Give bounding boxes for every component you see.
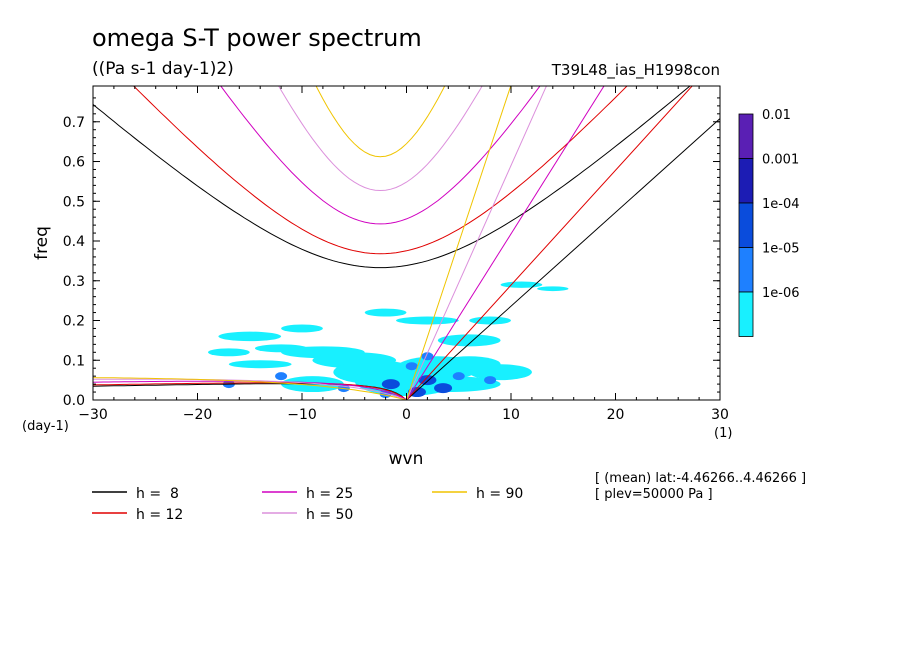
y-axis-label: freq xyxy=(32,226,52,260)
power-patch-low xyxy=(364,308,407,317)
y-tick-label: 0.6 xyxy=(63,155,85,171)
x-tick-label: 20 xyxy=(607,407,625,423)
power-patch-low xyxy=(228,360,292,369)
power-patch-low xyxy=(437,334,501,347)
x-axis-label: wvn xyxy=(389,449,424,469)
mrg-wave-h90 xyxy=(93,377,407,400)
y-tick-label: 0.5 xyxy=(63,194,85,210)
legend-label: h = 12 xyxy=(136,507,183,523)
colorbar: 0.01 0.001 1e-04 1e-05 1e-06 xyxy=(738,108,800,337)
power-patch-low xyxy=(207,348,250,357)
y-tick-label: 0.4 xyxy=(63,234,85,250)
x-tick-label: 30 xyxy=(711,407,729,423)
x-tick-label: −20 xyxy=(183,407,213,423)
colorbar-label: 1e-05 xyxy=(762,242,800,257)
colorbar-swatch xyxy=(738,113,754,159)
ig-wave-h12 xyxy=(132,86,628,255)
colorbar-label: 1e-04 xyxy=(762,197,800,212)
power-patch-low xyxy=(469,364,532,381)
kelvin-wave-h50 xyxy=(406,86,547,400)
colorbar-swatch xyxy=(738,202,754,248)
plot-frame xyxy=(92,85,721,401)
power-patch-low xyxy=(500,281,543,288)
y-tick-label: 0.3 xyxy=(63,274,85,290)
y-tick-label: 0.0 xyxy=(63,393,85,409)
chart-units: ((Pa s-1 day-1)2) xyxy=(92,59,234,79)
legend: h = 8 h = 12 h = 25 h = 50 h = 90 xyxy=(92,486,523,523)
power-patch xyxy=(484,376,497,385)
colorbar-label: 1e-06 xyxy=(762,286,800,301)
axis-ticks: −30 −20 −10 0 10 20 30 0.0 0.1 0.2 0.3 0.4 0.5 0.6 0.7 xyxy=(63,86,729,423)
kelvin-wave-h12 xyxy=(406,86,693,400)
legend-label: h = 25 xyxy=(306,486,353,502)
power-patch xyxy=(405,362,418,371)
power-shading xyxy=(207,281,569,399)
ig-wave-h50 xyxy=(278,86,483,192)
run-label: T39L48_ias_H1998con xyxy=(551,61,720,80)
legend-label: h = 8 xyxy=(136,486,179,502)
y-unit-label: (day-1) xyxy=(22,419,69,434)
colorbar-swatch xyxy=(738,247,754,293)
power-patch-low xyxy=(537,286,569,292)
power-patch xyxy=(421,352,434,361)
y-tick-label: 0.2 xyxy=(63,314,85,330)
power-patch-low xyxy=(469,316,511,325)
kelvin-wave-h8 xyxy=(406,117,720,400)
ig-wave-h25 xyxy=(220,86,541,225)
ig-wave-h90 xyxy=(315,86,446,158)
colorbar-swatch xyxy=(738,158,754,204)
kelvin-wave-h25 xyxy=(406,86,605,400)
power-patch-low xyxy=(396,316,459,325)
mrg-wave-h50 xyxy=(93,378,407,400)
power-patch-low xyxy=(281,324,323,333)
note-plev: [ plev=50000 Pa ] xyxy=(595,487,713,502)
y-tick-label: 0.1 xyxy=(63,353,85,369)
power-patch-low xyxy=(218,331,282,342)
legend-label: h = 50 xyxy=(306,507,353,523)
mrg-wave-h12 xyxy=(93,382,407,400)
x-tick-label: 0 xyxy=(402,407,411,423)
legend-label: h = 90 xyxy=(476,486,523,502)
x-tick-label: 10 xyxy=(502,407,520,423)
x-tick-label: −10 xyxy=(287,407,317,423)
ig-wave-h8 xyxy=(93,86,691,269)
note-lat: [ (mean) lat:-4.46266..4.46266 ] xyxy=(595,471,806,486)
dispersion-curves xyxy=(93,86,720,400)
power-patch xyxy=(452,372,465,381)
y-tick-label: 0.7 xyxy=(63,115,85,131)
colorbar-swatch xyxy=(738,291,754,337)
chart-title: omega S-T power spectrum xyxy=(92,24,422,52)
power-patch xyxy=(275,372,288,381)
colorbar-label: 0.001 xyxy=(762,153,799,168)
x-unit-label: (1) xyxy=(714,426,732,441)
power-patch xyxy=(381,379,400,390)
kelvin-wave-h90 xyxy=(406,86,512,400)
colorbar-label: 0.01 xyxy=(762,108,791,123)
power-patch xyxy=(434,383,453,394)
x-tick-label: −30 xyxy=(78,407,108,423)
